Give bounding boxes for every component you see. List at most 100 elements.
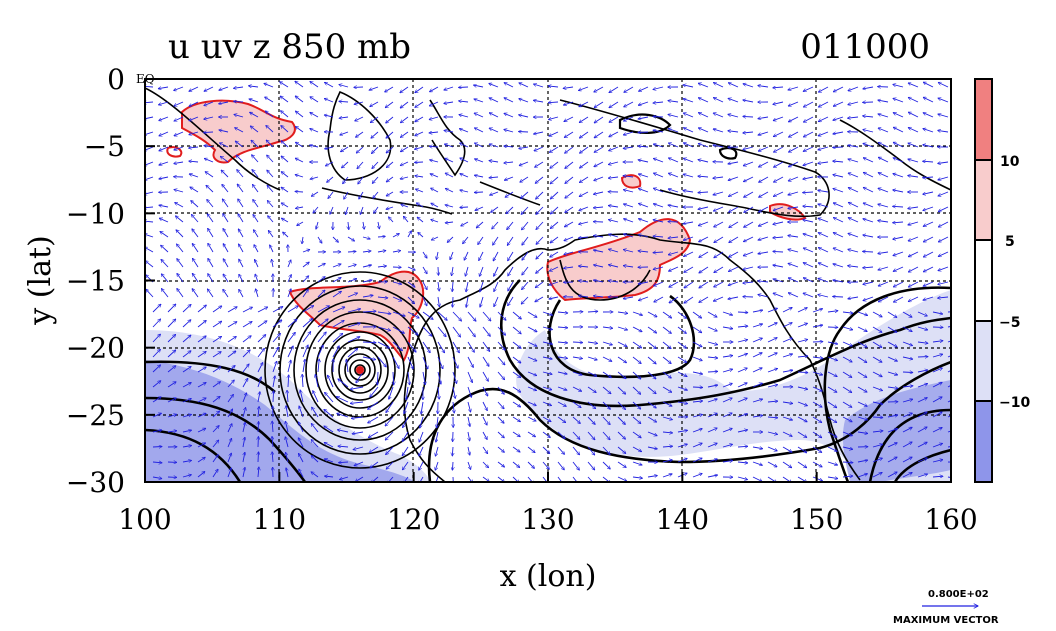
wind-vector bbox=[527, 446, 535, 453]
wind-vector bbox=[623, 250, 634, 253]
wind-vector bbox=[647, 476, 657, 478]
wind-vector bbox=[491, 206, 499, 212]
wind-vector bbox=[317, 332, 326, 343]
wind-vector bbox=[474, 175, 484, 177]
wind-vector bbox=[479, 251, 484, 261]
wind-vector bbox=[422, 371, 425, 385]
wind-vector bbox=[400, 86, 409, 93]
wind-vector bbox=[647, 401, 656, 408]
wind-vector bbox=[512, 446, 520, 452]
wind-vector bbox=[430, 174, 439, 178]
wind-vector bbox=[330, 206, 334, 214]
wind-vector bbox=[255, 259, 259, 268]
wind-vector bbox=[371, 131, 379, 138]
wind-vector bbox=[407, 231, 412, 238]
wind-vector bbox=[407, 326, 418, 335]
wind-vector bbox=[872, 417, 883, 418]
wind-vector bbox=[438, 296, 439, 307]
wind-vector bbox=[535, 281, 544, 288]
wind-vector bbox=[512, 461, 520, 468]
wind-vector bbox=[419, 431, 424, 442]
wind-vector bbox=[174, 131, 184, 136]
wind-vector bbox=[617, 326, 628, 330]
wind-vector bbox=[419, 461, 424, 470]
wind-vector bbox=[549, 116, 559, 120]
wind-vector bbox=[350, 386, 364, 389]
wind-vector bbox=[549, 281, 559, 285]
wind-vector bbox=[430, 86, 439, 92]
wind-vector bbox=[299, 453, 304, 463]
wind-vector bbox=[445, 173, 454, 178]
wind-vector bbox=[579, 131, 589, 138]
vector-key-label: MAXIMUM VECTOR bbox=[893, 615, 999, 626]
wind-vector bbox=[317, 277, 325, 283]
wind-vector bbox=[557, 446, 565, 454]
wind-vector bbox=[437, 326, 446, 337]
wind-vector bbox=[267, 201, 274, 208]
wind-vector bbox=[467, 341, 474, 352]
wind-vector bbox=[386, 176, 394, 182]
wind-vector bbox=[205, 172, 214, 178]
wind-vector bbox=[189, 147, 199, 148]
wind-vector bbox=[587, 311, 598, 312]
wind-vector bbox=[482, 431, 487, 440]
wind-vector bbox=[587, 476, 595, 482]
wind-vector bbox=[662, 356, 671, 364]
wind-vector bbox=[522, 236, 529, 245]
wind-vector bbox=[415, 86, 424, 93]
wind-vector bbox=[354, 101, 364, 104]
wind-vector bbox=[437, 416, 438, 428]
wind-vector bbox=[445, 205, 454, 208]
wind-vector bbox=[653, 204, 664, 208]
wind-vector bbox=[208, 243, 214, 253]
wind-vector bbox=[167, 414, 177, 418]
wind-vector bbox=[512, 431, 520, 437]
wind-vector bbox=[339, 462, 349, 463]
wind-vector bbox=[161, 259, 169, 268]
colorbar-label-neg-10: −10 bbox=[999, 395, 1030, 411]
wind-vector bbox=[372, 146, 379, 154]
wind-vector bbox=[302, 306, 314, 313]
wind-vector bbox=[460, 190, 469, 192]
wind-vector bbox=[542, 461, 549, 469]
wind-vector bbox=[602, 341, 612, 345]
wind-vector bbox=[497, 431, 504, 438]
wind-vector bbox=[564, 131, 574, 138]
wind-vector bbox=[668, 101, 679, 102]
wind-vector bbox=[480, 296, 484, 307]
wind-vector bbox=[417, 217, 424, 223]
wind-vector bbox=[578, 296, 589, 297]
wind-vector bbox=[444, 144, 454, 148]
wind-vector bbox=[371, 476, 379, 482]
wind-vector bbox=[662, 446, 673, 447]
wind-vector bbox=[623, 190, 634, 193]
wind-vector bbox=[527, 386, 537, 391]
wind-vector bbox=[617, 401, 626, 410]
wind-vector bbox=[536, 236, 544, 244]
wind-vector bbox=[512, 401, 521, 407]
x-tick-label: 130 bbox=[521, 503, 574, 536]
wind-vector bbox=[609, 101, 619, 108]
wind-vector bbox=[339, 101, 349, 102]
wind-vector bbox=[508, 281, 514, 291]
wind-vector bbox=[346, 359, 348, 373]
wind-vector bbox=[302, 236, 303, 244]
wind-vector bbox=[208, 274, 214, 283]
wind-vector bbox=[310, 97, 319, 103]
wind-vector bbox=[347, 236, 355, 241]
wind-vector bbox=[310, 176, 319, 179]
wind-vector bbox=[238, 199, 244, 208]
wind-vector bbox=[647, 416, 657, 422]
wind-vector bbox=[623, 147, 634, 149]
wind-vector bbox=[653, 144, 664, 148]
wind-vector bbox=[212, 455, 218, 463]
wind-vector bbox=[348, 221, 349, 230]
wind-vector bbox=[242, 408, 246, 418]
wind-vector bbox=[392, 311, 405, 316]
wind-vector bbox=[493, 236, 499, 245]
wind-vector bbox=[152, 462, 162, 463]
wind-vector bbox=[452, 311, 462, 321]
wind-vector bbox=[167, 382, 176, 388]
wind-vector bbox=[459, 87, 469, 88]
wind-vector bbox=[242, 422, 245, 433]
